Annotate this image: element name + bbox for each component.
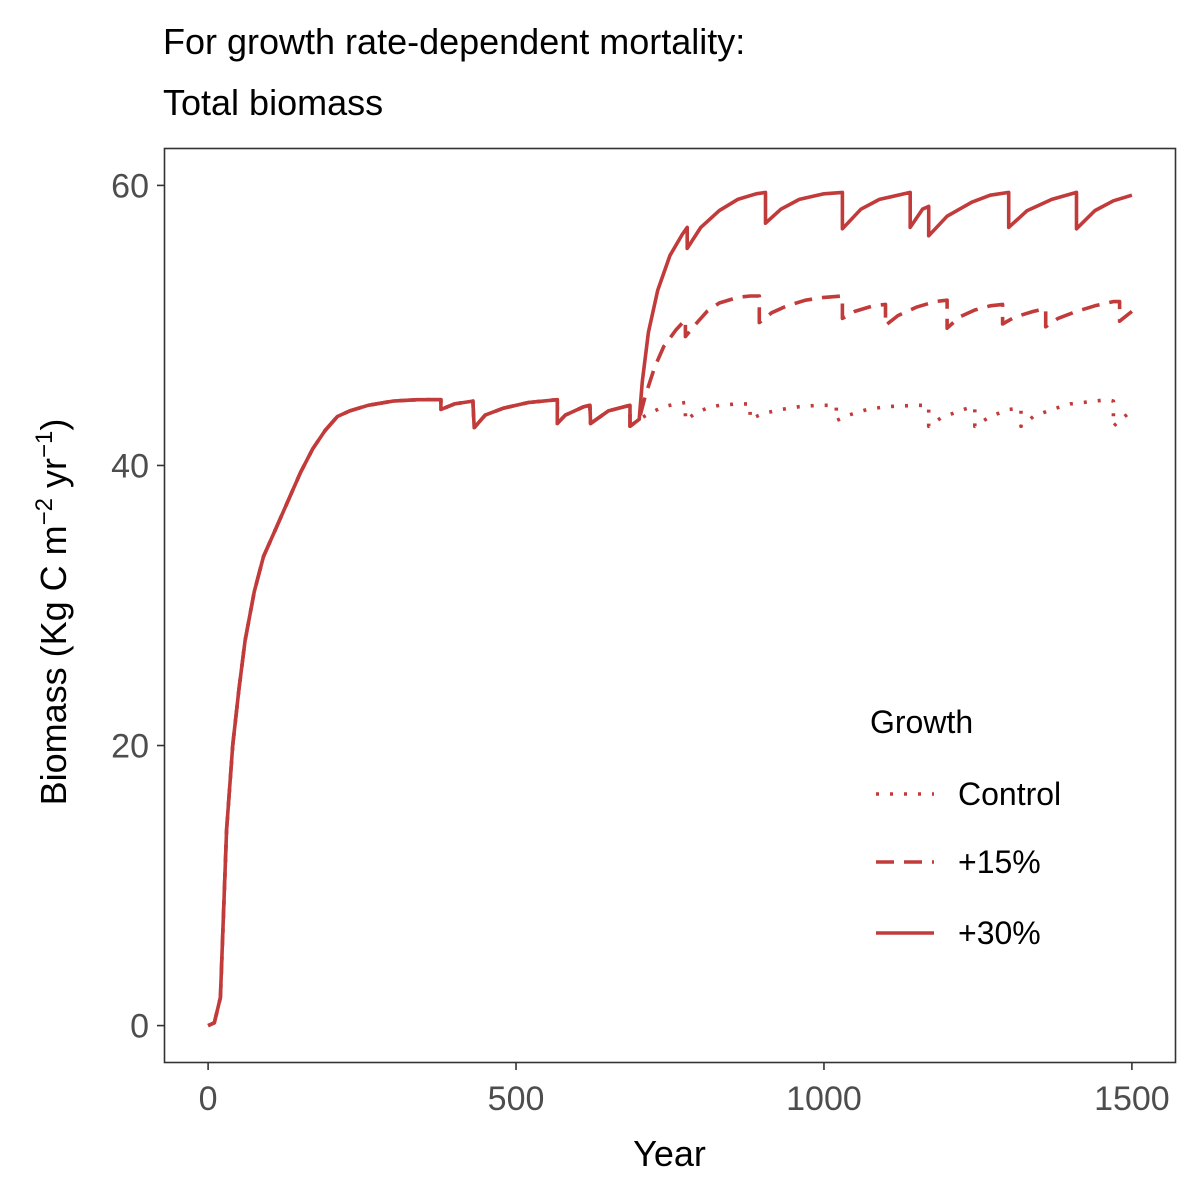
- x-tick-label: 500: [488, 1080, 545, 1118]
- y-tick-label: 40: [111, 447, 149, 485]
- legend-title: Growth: [870, 704, 973, 740]
- y-tick-label: 20: [111, 728, 149, 766]
- chart-title: For growth rate-dependent mortality:: [163, 21, 746, 62]
- legend-label-plus30: +30%: [958, 915, 1041, 951]
- series-line-dotted: [207, 397, 1133, 1028]
- legend: Growth Control +15% +30%: [870, 704, 1061, 951]
- y-axis-label: Biomass (Kg C m−2 yr−1): [31, 419, 74, 806]
- chart-subtitle: Total biomass: [163, 82, 384, 123]
- y-tick-label: 0: [130, 1008, 149, 1046]
- series-line-solid: [207, 190, 1133, 1028]
- x-tick-label: 1000: [786, 1080, 862, 1118]
- y-axis: 0 20 40 60: [111, 167, 165, 1046]
- panel-border: [163, 147, 1177, 1064]
- x-axis-label: Year: [633, 1133, 706, 1174]
- x-axis: 0 500 1000 1500: [199, 1062, 1170, 1118]
- legend-label-plus15: +15%: [958, 844, 1041, 880]
- plot-lines: [207, 190, 1134, 1028]
- x-tick-label: 0: [199, 1080, 218, 1118]
- legend-label-control: Control: [958, 776, 1061, 812]
- y-tick-label: 60: [111, 167, 149, 205]
- x-tick-label: 1500: [1094, 1080, 1170, 1118]
